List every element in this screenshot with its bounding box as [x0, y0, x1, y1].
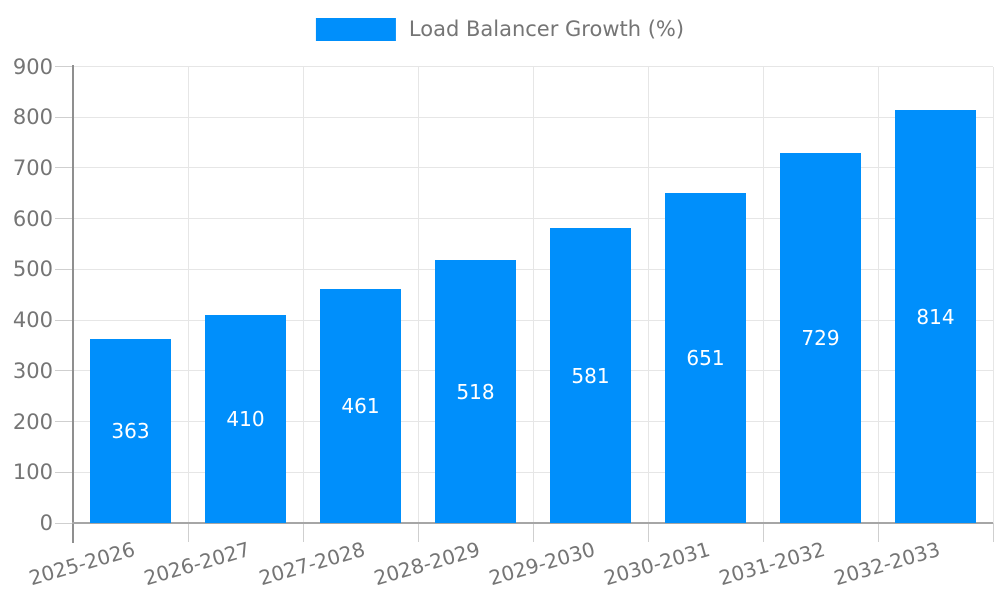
y-axis-tick — [55, 522, 73, 524]
bar-value-label: 461 — [341, 394, 380, 419]
gridline-vertical — [187, 66, 189, 523]
x-axis-tick — [992, 523, 994, 542]
y-axis-tick — [55, 66, 73, 67]
bar-value-label: 729 — [801, 326, 840, 351]
bar-value-label: 814 — [916, 304, 955, 329]
gridline-vertical — [877, 66, 879, 523]
legend-label: Load Balancer Growth (%) — [408, 17, 685, 41]
y-axis-label: 100 — [12, 460, 53, 485]
y-axis-label: 800 — [12, 105, 53, 130]
y-axis-label: 300 — [12, 358, 53, 383]
y-axis-tick — [55, 268, 73, 270]
gridline-vertical — [302, 66, 304, 523]
y-axis-tick — [55, 370, 73, 372]
bar[interactable] — [895, 110, 976, 523]
bar[interactable] — [205, 315, 286, 523]
x-axis-tick — [647, 523, 649, 542]
bar-value-label: 363 — [111, 418, 150, 443]
gridline-vertical — [762, 66, 764, 523]
y-axis-label: 900 — [12, 54, 53, 79]
bar-value-label: 410 — [226, 407, 265, 432]
x-axis-tick — [762, 523, 764, 542]
y-axis-tick — [55, 116, 73, 118]
bar[interactable] — [90, 338, 171, 523]
gridline-vertical — [532, 66, 534, 523]
y-axis-tick — [55, 167, 73, 169]
bar[interactable] — [665, 192, 746, 523]
y-axis-label: 400 — [12, 308, 53, 333]
y-axis-label: 500 — [12, 257, 53, 282]
bar[interactable] — [320, 289, 401, 523]
x-axis-tick — [187, 523, 189, 542]
y-axis-tick — [55, 218, 73, 220]
y-axis-line — [72, 65, 74, 543]
bar-value-label: 581 — [571, 363, 610, 388]
x-axis-line — [72, 522, 993, 524]
x-axis-tick — [417, 523, 419, 542]
x-axis-tick — [302, 523, 304, 542]
bar[interactable] — [780, 153, 861, 523]
x-axis-tick — [532, 523, 534, 542]
y-axis-label: 0 — [39, 511, 53, 535]
bar-value-label: 651 — [686, 345, 725, 370]
gridline-vertical — [417, 66, 419, 523]
gridline-vertical — [647, 66, 649, 523]
bar[interactable] — [550, 228, 631, 523]
y-axis-tick — [55, 319, 73, 321]
y-axis-tick — [55, 471, 73, 473]
bar-value-label: 518 — [456, 379, 495, 404]
y-axis-label: 600 — [12, 206, 53, 231]
y-axis-label: 200 — [12, 409, 53, 434]
legend[interactable]: Load Balancer Growth (%) — [315, 17, 685, 41]
legend-swatch — [315, 17, 396, 41]
x-axis-tick — [877, 523, 879, 542]
bar[interactable] — [435, 260, 516, 523]
gridline-vertical — [992, 66, 994, 523]
y-axis-label: 700 — [12, 155, 53, 180]
y-axis-tick — [55, 421, 73, 423]
